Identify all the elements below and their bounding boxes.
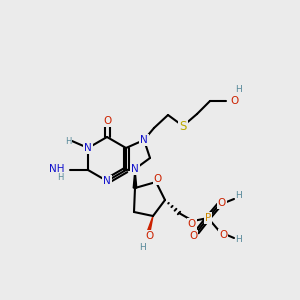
Text: H: H (236, 191, 242, 200)
Text: H: H (57, 173, 63, 182)
Text: N: N (103, 176, 111, 186)
Text: N: N (140, 135, 148, 145)
Text: O: O (218, 198, 226, 208)
Text: O: O (154, 174, 162, 184)
Text: O: O (145, 231, 153, 241)
Text: N: N (131, 164, 139, 174)
Text: H: H (235, 85, 242, 94)
Text: H: H (140, 244, 146, 253)
Text: H: H (236, 236, 242, 244)
Text: S: S (179, 119, 187, 133)
Text: H: H (65, 137, 71, 146)
Text: NH: NH (49, 164, 64, 174)
Text: O: O (188, 219, 196, 229)
Text: P: P (205, 213, 211, 223)
Text: O: O (219, 230, 227, 240)
Polygon shape (146, 216, 153, 234)
Text: O: O (189, 231, 197, 241)
Text: N: N (84, 143, 92, 153)
Text: O: O (103, 116, 111, 126)
Text: O: O (230, 96, 238, 106)
Polygon shape (133, 169, 137, 188)
